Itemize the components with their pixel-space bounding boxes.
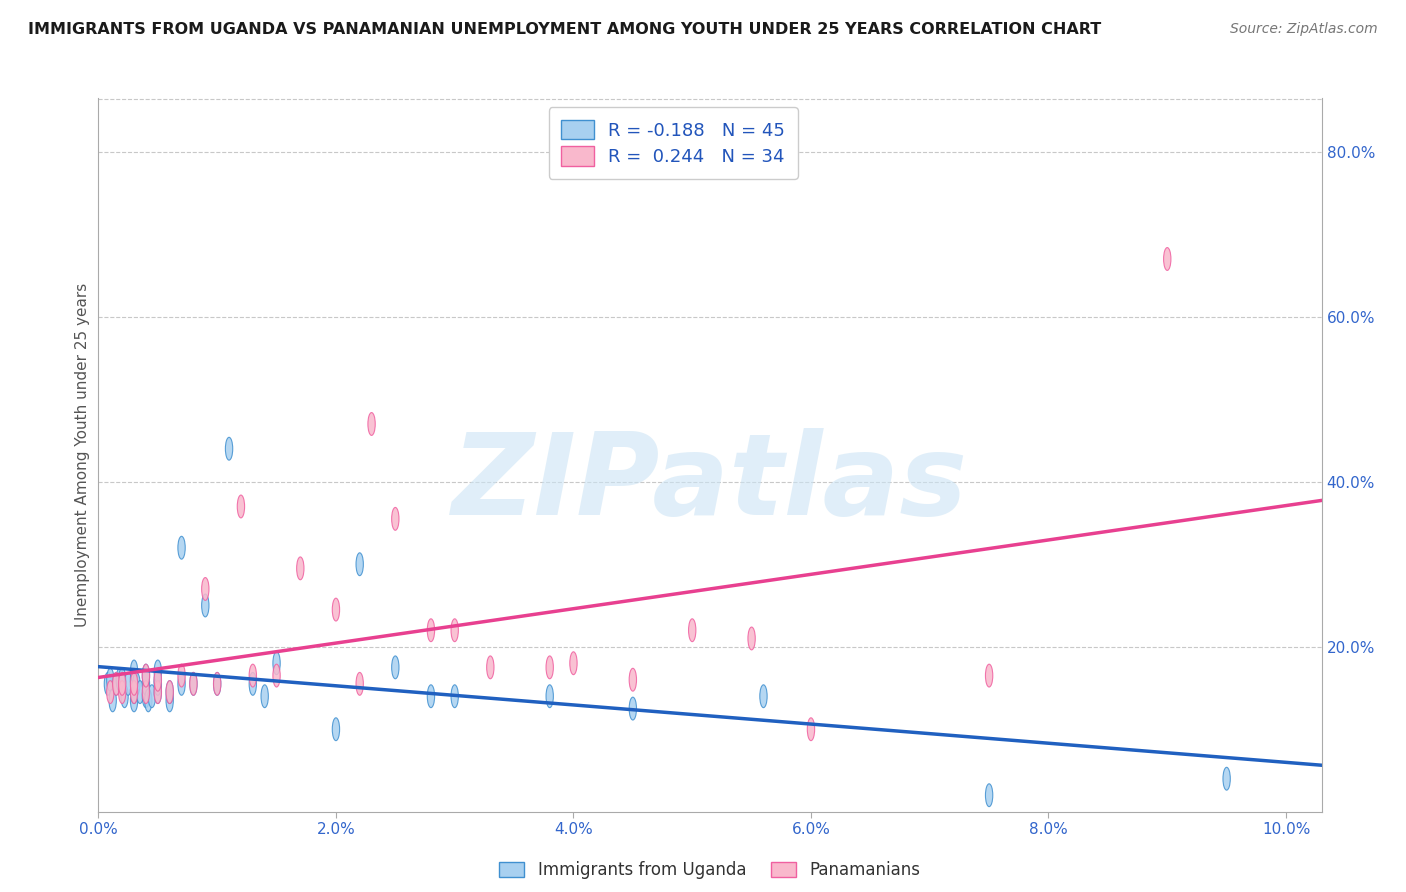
Ellipse shape bbox=[986, 784, 993, 806]
Ellipse shape bbox=[125, 673, 132, 695]
Ellipse shape bbox=[368, 413, 375, 435]
Ellipse shape bbox=[451, 685, 458, 707]
Legend: Immigrants from Uganda, Panamanians: Immigrants from Uganda, Panamanians bbox=[492, 855, 928, 886]
Text: Source: ZipAtlas.com: Source: ZipAtlas.com bbox=[1230, 22, 1378, 37]
Ellipse shape bbox=[569, 652, 576, 674]
Ellipse shape bbox=[392, 508, 399, 530]
Ellipse shape bbox=[118, 673, 127, 695]
Ellipse shape bbox=[131, 681, 138, 704]
Ellipse shape bbox=[179, 665, 186, 687]
Ellipse shape bbox=[104, 673, 111, 695]
Ellipse shape bbox=[201, 594, 209, 617]
Ellipse shape bbox=[145, 689, 152, 712]
Ellipse shape bbox=[249, 673, 256, 695]
Ellipse shape bbox=[142, 685, 149, 707]
Ellipse shape bbox=[273, 665, 280, 687]
Ellipse shape bbox=[132, 673, 141, 695]
Ellipse shape bbox=[392, 656, 399, 679]
Ellipse shape bbox=[148, 685, 156, 707]
Ellipse shape bbox=[155, 681, 162, 704]
Ellipse shape bbox=[142, 673, 149, 695]
Ellipse shape bbox=[107, 681, 114, 704]
Text: ZIPatlas: ZIPatlas bbox=[451, 428, 969, 539]
Ellipse shape bbox=[225, 437, 233, 460]
Ellipse shape bbox=[332, 718, 340, 740]
Ellipse shape bbox=[451, 619, 458, 641]
Ellipse shape bbox=[131, 673, 138, 695]
Ellipse shape bbox=[356, 553, 363, 575]
Ellipse shape bbox=[427, 619, 434, 641]
Ellipse shape bbox=[131, 660, 138, 683]
Ellipse shape bbox=[332, 599, 340, 621]
Ellipse shape bbox=[179, 536, 186, 559]
Ellipse shape bbox=[748, 627, 755, 650]
Ellipse shape bbox=[546, 685, 554, 707]
Text: IMMIGRANTS FROM UGANDA VS PANAMANIAN UNEMPLOYMENT AMONG YOUTH UNDER 25 YEARS COR: IMMIGRANTS FROM UGANDA VS PANAMANIAN UNE… bbox=[28, 22, 1101, 37]
Ellipse shape bbox=[131, 668, 138, 691]
Ellipse shape bbox=[155, 673, 162, 695]
Ellipse shape bbox=[249, 665, 256, 687]
Ellipse shape bbox=[214, 673, 221, 695]
Ellipse shape bbox=[121, 685, 128, 707]
Ellipse shape bbox=[986, 665, 993, 687]
Ellipse shape bbox=[689, 619, 696, 641]
Ellipse shape bbox=[112, 673, 120, 695]
Ellipse shape bbox=[142, 665, 149, 687]
Ellipse shape bbox=[1164, 248, 1171, 270]
Ellipse shape bbox=[155, 660, 162, 683]
Ellipse shape bbox=[166, 681, 173, 704]
Ellipse shape bbox=[155, 681, 162, 704]
Ellipse shape bbox=[356, 673, 363, 695]
Ellipse shape bbox=[131, 689, 138, 712]
Ellipse shape bbox=[118, 668, 127, 691]
Ellipse shape bbox=[155, 668, 162, 691]
Ellipse shape bbox=[273, 652, 280, 674]
Y-axis label: Unemployment Among Youth under 25 years: Unemployment Among Youth under 25 years bbox=[75, 283, 90, 627]
Ellipse shape bbox=[201, 577, 209, 600]
Ellipse shape bbox=[179, 673, 186, 695]
Ellipse shape bbox=[297, 557, 304, 580]
Ellipse shape bbox=[166, 681, 173, 704]
Ellipse shape bbox=[155, 668, 162, 691]
Ellipse shape bbox=[118, 681, 127, 704]
Ellipse shape bbox=[190, 673, 197, 695]
Ellipse shape bbox=[486, 656, 494, 679]
Ellipse shape bbox=[1223, 767, 1230, 790]
Ellipse shape bbox=[628, 698, 637, 720]
Ellipse shape bbox=[142, 681, 149, 704]
Ellipse shape bbox=[131, 681, 138, 704]
Ellipse shape bbox=[628, 668, 637, 691]
Ellipse shape bbox=[112, 673, 120, 695]
Ellipse shape bbox=[118, 673, 127, 695]
Ellipse shape bbox=[190, 673, 197, 695]
Ellipse shape bbox=[807, 718, 814, 740]
Ellipse shape bbox=[166, 689, 173, 712]
Ellipse shape bbox=[136, 681, 143, 704]
Ellipse shape bbox=[142, 665, 149, 687]
Ellipse shape bbox=[214, 673, 221, 695]
Ellipse shape bbox=[759, 685, 768, 707]
Ellipse shape bbox=[262, 685, 269, 707]
Ellipse shape bbox=[238, 495, 245, 518]
Ellipse shape bbox=[107, 668, 114, 691]
Ellipse shape bbox=[117, 668, 124, 691]
Ellipse shape bbox=[546, 656, 554, 679]
Ellipse shape bbox=[110, 689, 117, 712]
Ellipse shape bbox=[427, 685, 434, 707]
